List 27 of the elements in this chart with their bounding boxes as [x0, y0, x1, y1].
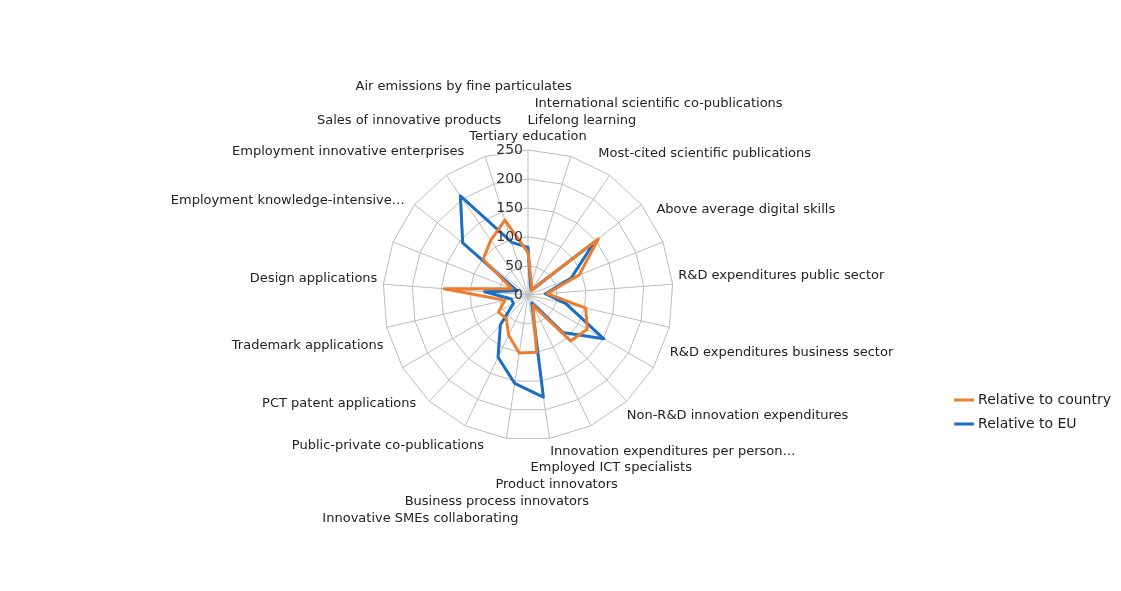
spoke-label: Design applications [249, 270, 378, 286]
spoke-label: Innovation expenditures per person… [550, 442, 796, 458]
spoke-label: PCT patent applications [262, 395, 417, 411]
y-tick-label: 150 [496, 198, 523, 215]
spoke-label: Employment knowledge-intensive… [170, 192, 405, 208]
spoke-label: Above average digital skills [656, 200, 836, 216]
spoke-label: Air emissions by fine particulates [355, 78, 573, 94]
spoke-label: Innovative SMEs collaborating [322, 509, 519, 525]
spoke-label: Business process innovators [404, 493, 590, 509]
y-tick-label: 50 [505, 256, 523, 273]
spoke-label: Most-cited scientific publications [598, 145, 812, 161]
spoke-label: R&D expenditures business sector [669, 344, 894, 360]
spoke-label: Employed ICT specialists [530, 459, 693, 475]
spoke-label: Non-R&D innovation expenditures [626, 407, 849, 423]
legend-label: Relative to EU [978, 414, 1077, 431]
spoke-label: Product innovators [495, 476, 619, 492]
spoke-label: Lifelong learning [527, 111, 637, 127]
spoke-label: Trademark applications [230, 336, 384, 352]
spoke-label: International scientific co-publications [534, 94, 783, 110]
spoke-label: Employment innovative enterprises [232, 142, 465, 158]
spoke-label: Sales of innovative products [316, 112, 502, 128]
spoke-label: Public-private co-publications [291, 437, 485, 453]
y-tick-label: 0 [514, 285, 523, 302]
legend-label: Relative to country [978, 390, 1111, 407]
spoke-label: Tertiary education [468, 128, 587, 144]
spoke-label: R&D expenditures public sector [678, 267, 885, 283]
y-tick-label: 200 [496, 169, 523, 186]
